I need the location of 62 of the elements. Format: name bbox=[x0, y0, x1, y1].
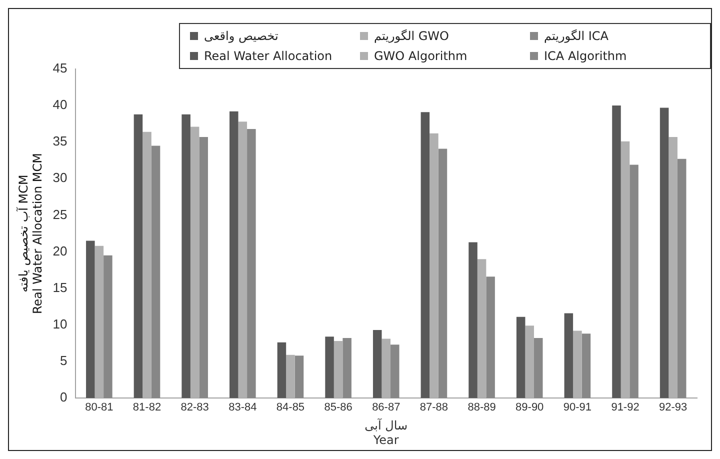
bar bbox=[564, 313, 574, 398]
y-tick-label: 35 bbox=[52, 134, 68, 149]
bar bbox=[612, 106, 621, 398]
bar bbox=[477, 259, 486, 398]
bar bbox=[516, 316, 526, 398]
bar bbox=[525, 326, 534, 398]
bar bbox=[294, 356, 304, 398]
x-tick-label: 87-88 bbox=[420, 402, 448, 414]
y-tick-label: 25 bbox=[52, 206, 68, 222]
y-tick-label: 30 bbox=[52, 170, 68, 186]
bar bbox=[660, 108, 669, 398]
bar bbox=[630, 164, 638, 398]
bar bbox=[468, 242, 478, 398]
y-tick-label: 45 bbox=[52, 60, 68, 76]
y-tick-label: 5 bbox=[60, 353, 68, 368]
bar bbox=[390, 344, 400, 398]
bar bbox=[430, 133, 438, 398]
bar bbox=[142, 132, 152, 398]
bar bbox=[134, 114, 143, 398]
x-tick-label: 84-85 bbox=[276, 402, 305, 414]
bar bbox=[86, 240, 95, 398]
bar bbox=[238, 122, 248, 398]
bar bbox=[677, 158, 686, 398]
bar bbox=[286, 354, 295, 398]
x-tick-label: 86-87 bbox=[372, 402, 400, 414]
bar bbox=[151, 146, 160, 398]
x-tick-label: 85-86 bbox=[324, 402, 352, 414]
bar bbox=[534, 338, 543, 398]
bar bbox=[190, 126, 200, 398]
x-tick-label: 81-82 bbox=[132, 402, 162, 414]
bar bbox=[277, 342, 286, 398]
bar bbox=[486, 276, 495, 398]
x-tick-label: 83-84 bbox=[228, 402, 257, 414]
y-tick-label: 40 bbox=[52, 97, 68, 112]
bar bbox=[372, 330, 382, 398]
y-tick-label: 20 bbox=[52, 243, 68, 258]
y-tick-label: 0 bbox=[60, 390, 68, 405]
y-tick-label: 10 bbox=[52, 316, 68, 332]
bar bbox=[182, 114, 190, 398]
bar bbox=[199, 136, 208, 398]
bar bbox=[668, 136, 678, 398]
bar bbox=[420, 112, 430, 398]
x-tick-label: 82-83 bbox=[180, 402, 209, 414]
bar bbox=[620, 141, 630, 398]
bar bbox=[325, 336, 334, 398]
y-tick-label: 15 bbox=[52, 280, 68, 295]
bar bbox=[382, 338, 391, 398]
x-tick-label: 89-90 bbox=[516, 402, 544, 414]
x-tick-label: 92-93 bbox=[659, 402, 688, 414]
bar bbox=[247, 128, 256, 398]
bar bbox=[582, 334, 591, 398]
bar bbox=[342, 338, 352, 398]
x-tick-label: 80-81 bbox=[85, 402, 114, 414]
bar bbox=[573, 330, 582, 398]
bar bbox=[94, 246, 104, 398]
bar bbox=[104, 255, 112, 398]
bar bbox=[230, 111, 238, 398]
bar bbox=[334, 340, 343, 398]
x-tick-label: 91-92 bbox=[611, 402, 640, 414]
x-tick-label: 88-89 bbox=[468, 402, 496, 414]
bar bbox=[438, 148, 448, 398]
x-tick-label: 90-91 bbox=[563, 402, 592, 414]
